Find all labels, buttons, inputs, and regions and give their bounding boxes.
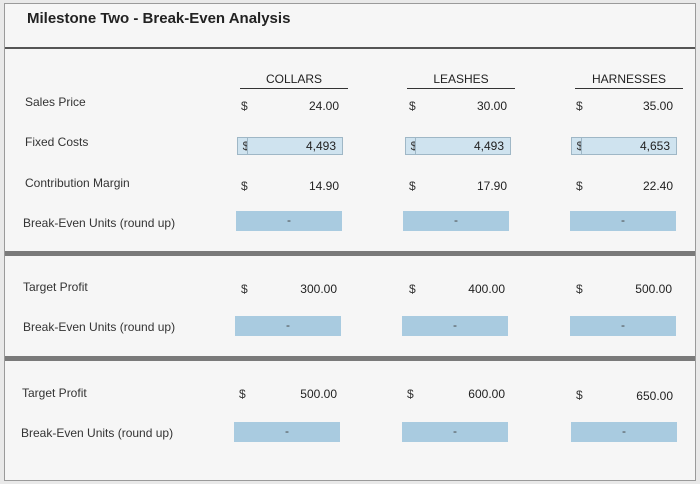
column-header-collars: COLLARS (240, 72, 348, 89)
currency-symbol: $ (576, 179, 583, 193)
cell-fixed-costs-harnesses[interactable]: 4,653 (581, 137, 677, 155)
currency-symbol: $ (407, 387, 414, 401)
cell-sales-price-harnesses[interactable]: 35.00 (642, 99, 673, 113)
currency-symbol: $ (409, 282, 416, 296)
cell-target-profit-leashes[interactable]: 400.00 (468, 282, 505, 296)
cell-break-even-harnesses[interactable]: - (570, 211, 676, 231)
label-target-profit: Target Profit (23, 280, 88, 294)
label-fixed-costs: Fixed Costs (25, 135, 89, 149)
cell-contribution-margin-collars[interactable]: 14.90 (308, 179, 339, 193)
cell-target-profit-collars[interactable]: 500.00 (300, 387, 337, 401)
cell-fixed-costs-leashes[interactable]: 4,493 (415, 137, 511, 155)
cell-target-profit-harnesses[interactable]: 650.00 (636, 389, 673, 403)
currency-symbol: $ (576, 99, 583, 113)
label-break-even-units: Break-Even Units (round up) (23, 320, 176, 334)
column-header-leashes: LEASHES (407, 72, 515, 89)
cell-target-profit-leashes[interactable]: 600.00 (468, 387, 505, 401)
cell-contribution-margin-harnesses[interactable]: 22.40 (642, 179, 673, 193)
label-sales-price: Sales Price (25, 95, 86, 109)
cell-break-even-leashes[interactable]: - (402, 422, 508, 442)
currency-symbol: $ (241, 99, 248, 113)
cell-sales-price-collars[interactable]: 24.00 (308, 99, 339, 113)
label-contribution-margin: Contribution Margin (25, 176, 130, 190)
section-divider (5, 251, 695, 256)
label-break-even-units: Break-Even Units (round up) (23, 216, 176, 230)
currency-symbol: $ (239, 387, 246, 401)
currency-symbol: $ (241, 282, 248, 296)
cell-break-even-leashes[interactable]: - (402, 316, 508, 336)
cell-target-profit-harnesses[interactable]: 500.00 (635, 282, 672, 296)
cell-contribution-margin-leashes[interactable]: 17.90 (476, 179, 507, 193)
section-divider (5, 356, 695, 361)
label-break-even-units: Break-Even Units (round up) (21, 426, 174, 440)
cell-target-profit-collars[interactable]: 300.00 (300, 282, 337, 296)
cell-break-even-harnesses[interactable]: - (570, 316, 676, 336)
cell-break-even-leashes[interactable]: - (403, 211, 509, 231)
cell-break-even-collars[interactable]: - (235, 316, 341, 336)
currency-symbol: $ (576, 388, 583, 402)
currency-symbol: $ (409, 99, 416, 113)
spreadsheet: Milestone Two - Break-Even Analysis COLL… (4, 3, 696, 481)
page-title: Milestone Two - Break-Even Analysis (27, 10, 291, 27)
cell-break-even-harnesses[interactable]: - (571, 422, 677, 442)
currency-symbol: $ (241, 179, 248, 193)
cell-break-even-collars[interactable]: - (234, 422, 340, 442)
cell-fixed-costs-collars[interactable]: 4,493 (247, 137, 343, 155)
currency-symbol: $ (576, 282, 583, 296)
cell-sales-price-leashes[interactable]: 30.00 (476, 99, 507, 113)
cell-break-even-collars[interactable]: - (236, 211, 342, 231)
label-target-profit: Target Profit (22, 386, 87, 400)
column-header-harnesses: HARNESSES (575, 72, 683, 89)
currency-symbol: $ (409, 179, 416, 193)
title-row: Milestone Two - Break-Even Analysis (5, 4, 695, 49)
